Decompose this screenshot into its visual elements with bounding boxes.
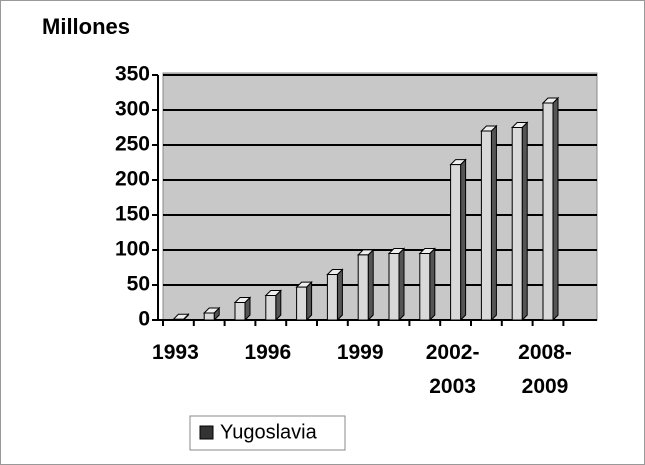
legend-label: Yugoslavia — [220, 421, 318, 443]
bar-face — [326, 274, 338, 321]
bar-face — [357, 254, 369, 321]
bar — [356, 248, 375, 322]
bar — [418, 247, 437, 322]
bar-face — [460, 158, 467, 322]
y-tick-label: 250 — [115, 133, 150, 156]
bar — [233, 296, 252, 322]
bar-face — [521, 121, 528, 322]
y-tick-label: 150 — [115, 203, 150, 226]
bar — [295, 280, 313, 322]
bar-face — [203, 312, 215, 321]
bar — [202, 306, 221, 322]
x-tick-label: 1999 — [337, 341, 384, 364]
bar-face — [306, 280, 313, 322]
y-tick-label: 50 — [127, 273, 150, 296]
bar-face — [480, 130, 492, 321]
chart-title: Millones — [42, 14, 130, 39]
bar-face — [388, 253, 400, 321]
bar-face — [172, 318, 184, 321]
bar-face — [419, 253, 431, 321]
bar — [480, 124, 498, 322]
bar — [541, 96, 560, 322]
bar-face — [336, 268, 343, 322]
bar-face — [542, 102, 554, 321]
legend — [189, 415, 346, 451]
y-tick-label: 0 — [138, 308, 150, 331]
y-tick-label: 300 — [115, 98, 150, 121]
y-tick-label: 200 — [115, 168, 150, 191]
y-tick-label: 100 — [115, 238, 150, 261]
bar — [326, 268, 344, 322]
bar-face — [367, 248, 374, 322]
bar-face — [429, 247, 436, 322]
bar-face — [450, 164, 462, 321]
x-tick-label: 1996 — [244, 341, 291, 364]
bar-face — [296, 286, 308, 321]
bar — [264, 289, 283, 322]
bar — [172, 313, 190, 322]
bar — [387, 247, 406, 322]
x-tick-label: 1993 — [152, 341, 199, 364]
bar-face — [265, 295, 277, 321]
y-tick-label: 350 — [115, 63, 150, 86]
x-tick-label: 2002-2003 — [426, 341, 480, 398]
x-tick-label: 2008-2009 — [518, 341, 572, 398]
bar — [510, 121, 529, 322]
bar — [449, 158, 467, 322]
bar-face — [511, 127, 523, 321]
bar-face — [552, 96, 559, 322]
bar-face — [490, 124, 497, 322]
legend-marker — [199, 425, 214, 440]
bar-face — [398, 247, 405, 322]
bar-face — [234, 302, 246, 321]
